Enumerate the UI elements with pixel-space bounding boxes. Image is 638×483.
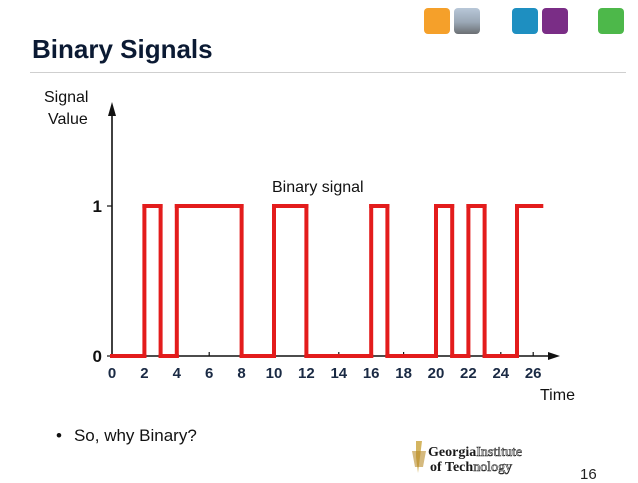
header-purple-tile — [542, 8, 568, 34]
bullet-text: So, why Binary? — [73, 426, 197, 445]
page-number: 16 — [580, 466, 597, 483]
signal-chart: Signal Value Time Binary signal 0 2 4 6 8 10 1… — [30, 74, 586, 414]
x-axis-arrow — [548, 352, 560, 360]
x-tick-label: 16 — [363, 365, 380, 382]
bullet-item: • So, why Binary? — [56, 426, 197, 446]
bullet-dot: • — [56, 426, 62, 445]
svg-text:GeorgiaInstitute: GeorgiaInstitute — [428, 445, 522, 460]
slide-title: Binary Signals — [32, 34, 213, 64]
y-tick-label: 1 — [93, 197, 102, 216]
y-axis-label-line1: Signal — [44, 89, 88, 106]
y-axis-arrow — [108, 102, 116, 116]
x-tick-label: 12 — [298, 365, 315, 382]
x-tick-label: 22 — [460, 365, 477, 382]
title-divider — [30, 72, 626, 73]
x-tick-label: 6 — [205, 365, 213, 382]
chart-canvas: Signal Value Time Binary signal 0 2 4 6 8 10 1… — [44, 89, 575, 404]
header-orange-tile — [424, 8, 450, 34]
x-tick-label: 26 — [525, 365, 542, 382]
svg-text:of Technology: of Technology — [430, 460, 512, 475]
chart-annotation: Binary signal — [272, 179, 364, 196]
x-tick-label: 24 — [492, 365, 509, 382]
x-tick-label: 8 — [237, 365, 245, 382]
x-tick-label: 4 — [173, 365, 182, 382]
header-photo-tile — [454, 8, 480, 34]
x-tick-label: 0 — [108, 365, 116, 382]
x-tick-label: 10 — [266, 365, 283, 382]
x-tick-label: 18 — [395, 365, 412, 382]
x-tick-label: 20 — [428, 365, 445, 382]
georgia-tech-logo: GeorgiaInstitute of Technology — [412, 441, 522, 475]
header-green-tile — [598, 8, 624, 34]
x-axis-label: Time — [540, 387, 575, 404]
x-tick-label: 2 — [140, 365, 148, 382]
signal-series — [110, 204, 544, 358]
header-blue-tile — [512, 8, 538, 34]
y-axis-label-line2: Value — [48, 111, 88, 128]
x-tick-label: 14 — [330, 365, 347, 382]
y-tick-label: 0 — [93, 347, 102, 366]
